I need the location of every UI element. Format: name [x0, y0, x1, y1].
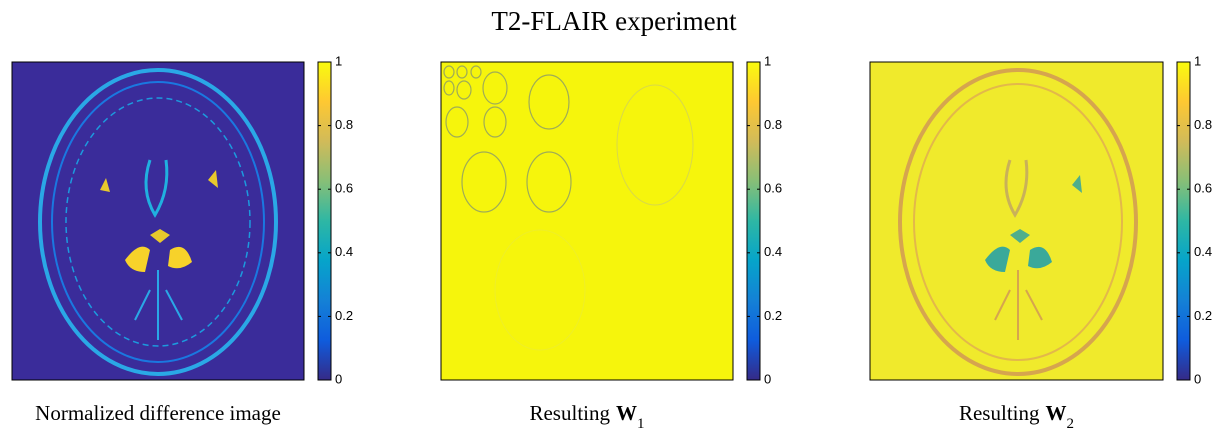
colorbar-tick-label: 0.2 — [335, 308, 353, 323]
colorbar-tick-label: 0 — [1194, 371, 1201, 386]
caption-text: Resulting — [529, 401, 610, 425]
caption-subscript: 1 — [637, 416, 645, 432]
caption-subscript: 2 — [1067, 416, 1075, 432]
colorbar-tick-label: 0 — [764, 371, 771, 386]
colorbar-tick-label: 1 — [335, 53, 342, 68]
caption-symbol: W — [616, 401, 637, 425]
image-w2 — [869, 61, 1164, 381]
colorbar — [317, 61, 332, 381]
colorbar-tick-label: 0.8 — [335, 117, 353, 132]
figure-title: T2-FLAIR experiment — [491, 6, 737, 36]
colorbar-tick-label: 0.6 — [764, 181, 782, 196]
colorbar-tick-label: 0.8 — [1194, 117, 1212, 132]
image-difference — [11, 61, 305, 381]
colorbar-tick-label: 0.2 — [764, 308, 782, 323]
colorbar-tick-label: 0.2 — [1194, 308, 1212, 323]
caption-symbol: W — [1046, 401, 1067, 425]
colorbar-tick-label: 1 — [764, 53, 771, 68]
colorbar-tick-label: 0 — [335, 371, 342, 386]
colorbar-tick-label: 0.4 — [764, 244, 782, 259]
colorbar-tick-label: 1 — [1194, 53, 1201, 68]
colorbar-tick-label: 0.8 — [764, 117, 782, 132]
colorbar-tick-label: 0.4 — [1194, 244, 1212, 259]
colorbar-tick-label: 0.6 — [335, 181, 353, 196]
caption: Normalized difference image — [35, 401, 281, 425]
colorbar-tick-label: 0.4 — [335, 244, 353, 259]
caption-text: Normalized difference image — [35, 401, 281, 425]
image-w1 — [440, 61, 734, 381]
colorbar — [746, 61, 761, 381]
caption: Resulting W1 — [529, 401, 644, 432]
colorbar-tick-label: 0.6 — [1194, 181, 1212, 196]
caption: Resulting W2 — [959, 401, 1074, 432]
caption-text: Resulting — [959, 401, 1040, 425]
colorbar — [1176, 61, 1191, 381]
